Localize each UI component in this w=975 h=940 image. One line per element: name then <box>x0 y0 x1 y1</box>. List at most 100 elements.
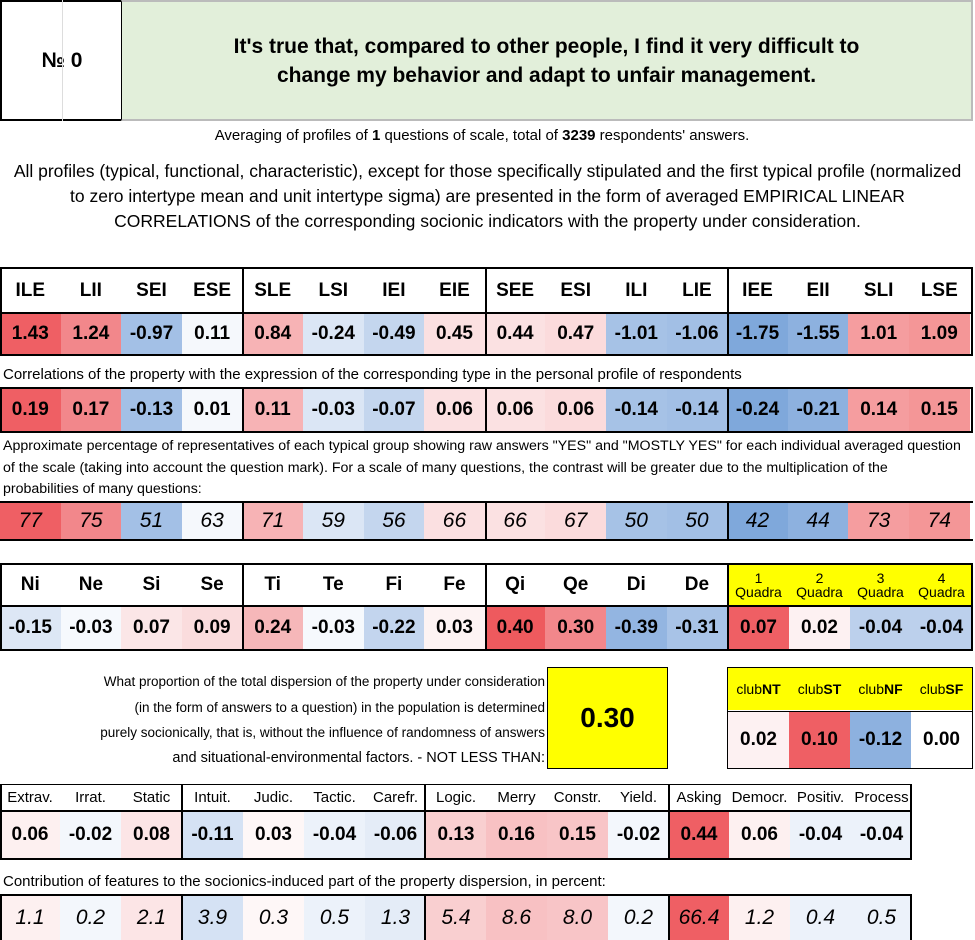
number-label: № <box>41 48 65 72</box>
function-value: 0.09 <box>181 607 243 649</box>
divider <box>0 894 912 896</box>
type-header: LII <box>79 280 102 301</box>
quadra-header: 3 Quadra <box>850 565 911 605</box>
type-header: IEE <box>742 280 773 301</box>
type-normalized-value: 0.47 <box>545 314 606 354</box>
type-percentage-value: 56 <box>363 503 425 539</box>
function-value: 0.30 <box>545 607 606 649</box>
function-value: -0.03 <box>60 607 122 649</box>
type-normalized-value: -0.24 <box>303 314 364 354</box>
divider <box>181 784 183 860</box>
reinin-value: -0.02 <box>608 812 669 858</box>
divider <box>972 667 973 769</box>
type-header: ESE <box>193 280 232 301</box>
club-prefix: club <box>736 681 762 697</box>
function-header: Ti <box>264 574 281 595</box>
summary-line: Averaging of profiles of 1 questions of … <box>214 127 750 144</box>
type-header: SLI <box>863 280 894 301</box>
function-header: Fi <box>385 574 403 595</box>
type-percentage-value: 73 <box>848 503 909 539</box>
type-header: LSI <box>318 280 349 301</box>
type-correlation-value: 0.06 <box>484 389 546 431</box>
type-percentage-value: 77 <box>0 503 61 539</box>
type-percentage-value: 59 <box>303 503 364 539</box>
type-correlation-value: -0.14 <box>606 389 667 431</box>
type-percentage-value: 66 <box>424 503 485 539</box>
divider <box>242 267 244 356</box>
function-header: Qe <box>563 574 589 595</box>
type-correlation-value: -0.13 <box>121 389 182 431</box>
reinin-contribution: 8.6 <box>486 896 547 940</box>
quadra-number: 3 <box>876 570 885 586</box>
divider <box>910 784 912 860</box>
divider <box>0 858 912 860</box>
type-percentage-value: 50 <box>666 503 728 539</box>
type-normalized-value: -1.75 <box>727 314 788 354</box>
reinin-value: -0.04 <box>304 812 365 858</box>
type-normalized-value: 1.24 <box>60 314 122 354</box>
club-prefix: club <box>919 681 946 697</box>
function-header: Ni <box>20 574 40 595</box>
divider <box>0 387 2 433</box>
quadra-number: 4 <box>937 570 946 586</box>
type-correlation-value: -0.14 <box>666 389 728 431</box>
type-normalized-value: 1.43 <box>0 314 61 354</box>
reinin-value: 0.06 <box>0 812 60 858</box>
type-normalized-value: 0.84 <box>242 314 303 354</box>
type-percentage-value: 75 <box>60 503 122 539</box>
function-value: -0.15 <box>0 607 61 649</box>
type-correlation-value: 0.19 <box>0 389 61 431</box>
reinin-value: -0.02 <box>60 812 121 858</box>
function-header: Ne <box>78 574 104 595</box>
divider <box>727 563 729 651</box>
type-normalized-value: -1.01 <box>606 314 667 354</box>
divider <box>0 784 912 785</box>
type-percentage-value: 66 <box>484 503 546 539</box>
number-value: 0 <box>70 48 83 72</box>
reinin-header: Carefr. <box>372 788 418 806</box>
type-percentage-value: 44 <box>787 503 849 539</box>
function-header: Qi <box>505 574 526 595</box>
reinin-header: Asking <box>676 788 722 806</box>
reinin-contribution: 0.4 <box>790 896 851 940</box>
type-normalized-value: -1.06 <box>666 314 728 354</box>
reinin-header: Irrat. <box>75 788 106 806</box>
quadra-value: -0.04 <box>911 607 972 649</box>
quadra-word: Quadra <box>796 584 843 600</box>
type-percentage-value: 50 <box>606 503 667 539</box>
divider <box>0 894 2 940</box>
reinin-value: -0.11 <box>182 812 243 858</box>
reinin-contribution: 2.1 <box>121 896 182 940</box>
reinin-contribution: 0.2 <box>608 896 669 940</box>
correlation-note: Correlations of the property with the ex… <box>3 366 742 383</box>
divider <box>668 894 670 940</box>
reinin-header: Extrav. <box>7 788 53 806</box>
type-header: EIE <box>439 280 470 301</box>
reinin-contribution: 3.9 <box>182 896 243 940</box>
club-value: -0.12 <box>850 712 911 768</box>
club-header: club NT <box>728 668 789 710</box>
reinin-header: Process <box>854 788 909 806</box>
reinin-header: Intuit. <box>194 788 231 806</box>
divider <box>971 387 973 433</box>
type-normalized-value: 1.01 <box>848 314 909 354</box>
club-value: 0.02 <box>728 712 789 768</box>
type-correlation-value: 0.06 <box>424 389 485 431</box>
dispersion-text: What proportion of the total dispersion … <box>100 674 545 766</box>
reinin-contribution: 1.2 <box>729 896 790 940</box>
club-abbr: SF <box>945 681 964 697</box>
type-percentage-value: 42 <box>727 503 788 539</box>
quadra-word: Quadra <box>857 584 904 600</box>
reinin-contribution: 8.0 <box>547 896 608 940</box>
divider <box>0 563 2 651</box>
reinin-contribution: 0.3 <box>243 896 304 940</box>
percentage-note: Approximate percentage of representative… <box>3 438 961 497</box>
reinin-header: Yield. <box>620 788 657 806</box>
reinin-contribution: 5.4 <box>426 896 486 940</box>
type-header: IEI <box>382 280 406 301</box>
type-percentage-value: 51 <box>121 503 182 539</box>
divider <box>727 667 973 668</box>
type-header: SEI <box>136 280 167 301</box>
divider <box>242 501 244 541</box>
type-correlation-value: 0.06 <box>545 389 606 431</box>
